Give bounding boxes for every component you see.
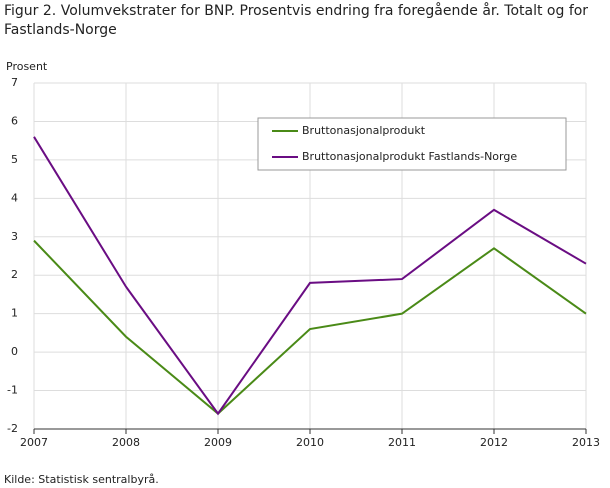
y-tick-label: 3 (11, 230, 18, 243)
x-tick-label: 2012 (480, 436, 508, 449)
y-tick-label: -1 (7, 384, 18, 397)
x-tick-label: 2010 (296, 436, 324, 449)
x-tick-label: 2011 (388, 436, 416, 449)
y-tick-label: 6 (11, 114, 18, 127)
x-tick-label: 2013 (572, 436, 600, 449)
legend-label: Bruttonasjonalprodukt (302, 124, 426, 137)
y-tick-label: 7 (11, 76, 18, 89)
legend-label: Bruttonasjonalprodukt Fastlands-Norge (302, 150, 517, 163)
y-tick-label: 0 (11, 345, 18, 358)
y-axis-label: Prosent (6, 60, 48, 73)
y-tick-label: 4 (11, 191, 18, 204)
legend-box (257, 117, 567, 171)
source: Kilde: Statistisk sentralbyrå. (4, 473, 159, 486)
y-tick-label: 2 (11, 268, 18, 281)
x-tick-label: 2007 (20, 436, 48, 449)
line (33, 136, 587, 416)
y-tick-label: 1 (11, 307, 18, 320)
chart-title: Figur 2. Volumvekstrater for BNP. Prosen… (4, 3, 589, 38)
x-tick-label: 2009 (204, 436, 232, 449)
x-tick-label: 2008 (112, 436, 140, 449)
line (33, 239, 587, 415)
y-tick-label: -2 (7, 422, 18, 435)
y-tick-label: 5 (11, 153, 18, 166)
